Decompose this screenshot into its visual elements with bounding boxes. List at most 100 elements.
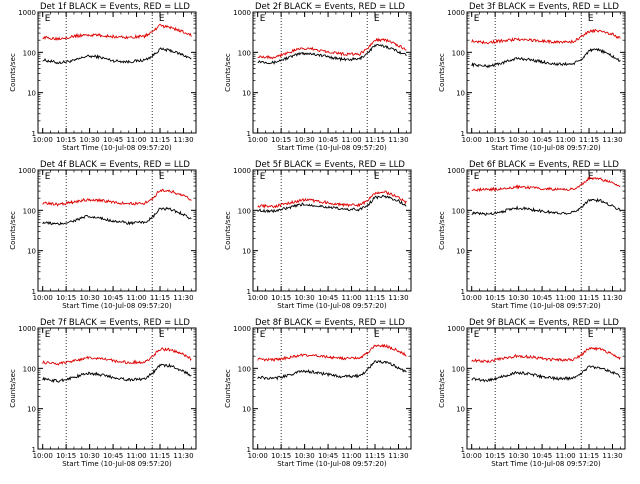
events-series-line xyxy=(42,206,192,226)
panel-3: Det 3f BLACK = Events, RED = LLD 1 10 100 10… xyxy=(438,2,626,152)
y-tick-label: 100 xyxy=(452,49,465,57)
y-tick-label: 1000 xyxy=(18,325,36,333)
x-axis-label: Start Time (10-Jul-08 09:57:20) xyxy=(491,144,601,152)
x-axis-label: Start Time (10-Jul-08 09:57:20) xyxy=(277,460,387,468)
x-tick-label: 11:15 xyxy=(150,294,170,302)
x-tick-label: 11:15 xyxy=(365,294,385,302)
x-tick-label: 11:00 xyxy=(126,136,146,144)
y-tick-label: 1000 xyxy=(447,167,465,175)
panel-title: Det 7f BLACK = Events, RED = LLD xyxy=(40,318,190,328)
y-axis-label: Counts/sec xyxy=(438,369,446,408)
x-tick-label: 11:15 xyxy=(579,294,599,302)
x-tick-label: 11:30 xyxy=(173,136,193,144)
y-tick-label: 1000 xyxy=(18,9,36,17)
panel-6: Det 6f BLACK = Events, RED = LLD 1 10 100 10… xyxy=(438,160,626,310)
y-tick-label: 100 xyxy=(23,49,36,57)
x-tick-label: 10:00 xyxy=(462,136,482,144)
x-tick-label: 10:15 xyxy=(271,136,291,144)
y-tick-label: 100 xyxy=(238,365,251,373)
y-axis-label: Counts/sec xyxy=(9,53,17,92)
events-series-line xyxy=(471,365,621,383)
x-tick-label: 10:15 xyxy=(56,294,76,302)
events-series-line xyxy=(257,43,407,65)
y-tick-label: 10 xyxy=(456,248,465,256)
y-tick-label: 1 xyxy=(32,288,36,296)
x-axis-label: Start Time (10-Jul-08 09:57:20) xyxy=(62,302,172,310)
event-marker: E xyxy=(374,172,380,182)
x-tick-label: 11:00 xyxy=(126,452,146,460)
lld-series-line xyxy=(471,176,621,192)
y-tick-label: 1000 xyxy=(18,167,36,175)
lld-series-line xyxy=(257,343,407,363)
events-series-line xyxy=(471,197,621,216)
x-tick-label: 10:15 xyxy=(271,294,291,302)
x-axis-label: Start Time (10-Jul-08 09:57:20) xyxy=(491,302,601,310)
event-marker: E xyxy=(474,172,480,182)
y-axis-label: Counts/sec xyxy=(224,53,232,92)
y-tick-label: 1 xyxy=(247,288,251,296)
event-marker: E xyxy=(374,14,380,24)
events-series-line xyxy=(471,47,621,69)
x-axis-label: Start Time (10-Jul-08 09:57:20) xyxy=(277,302,387,310)
panel-title: Det 1f BLACK = Events, RED = LLD xyxy=(40,2,190,12)
x-axis-label: Start Time (10-Jul-08 09:57:20) xyxy=(62,460,172,468)
x-tick-label: 11:30 xyxy=(602,136,622,144)
x-tick-label: 10:00 xyxy=(248,294,268,302)
x-tick-label: 11:15 xyxy=(579,452,599,460)
event-marker: E xyxy=(588,172,594,182)
x-axis-label: Start Time (10-Jul-08 09:57:20) xyxy=(491,460,601,468)
event-marker: E xyxy=(260,14,266,24)
panel-2: Det 2f BLACK = Events, RED = LLD 1 10 100 10… xyxy=(224,2,412,152)
y-tick-label: 1000 xyxy=(447,325,465,333)
lld-series-line xyxy=(257,37,407,60)
lld-series-line xyxy=(42,23,192,41)
panel-1: Det 1f BLACK = Events, RED = LLD 1 10 100 10… xyxy=(9,2,197,152)
y-tick-label: 100 xyxy=(23,207,36,215)
event-marker: E xyxy=(474,14,480,24)
event-marker: E xyxy=(159,14,165,24)
x-tick-label: 10:00 xyxy=(462,452,482,460)
x-tick-label: 10:15 xyxy=(56,452,76,460)
y-tick-label: 10 xyxy=(27,406,36,414)
y-axis-label: Counts/sec xyxy=(224,369,232,408)
x-tick-label: 11:00 xyxy=(555,136,575,144)
x-tick-label: 11:00 xyxy=(126,294,146,302)
y-tick-label: 100 xyxy=(23,365,36,373)
panel-9: Det 9f BLACK = Events, RED = LLD 1 10 100 10… xyxy=(438,318,626,468)
x-tick-label: 11:15 xyxy=(150,452,170,460)
x-tick-label: 10:45 xyxy=(318,294,338,302)
event-marker: E xyxy=(45,172,51,182)
plot-frame xyxy=(466,11,626,134)
y-tick-label: 10 xyxy=(242,248,251,256)
y-tick-label: 100 xyxy=(238,49,251,57)
y-tick-label: 10 xyxy=(456,90,465,98)
panel-title: Det 6f BLACK = Events, RED = LLD xyxy=(469,160,619,170)
y-tick-label: 1 xyxy=(461,446,465,454)
x-tick-label: 11:30 xyxy=(602,294,622,302)
x-tick-label: 11:30 xyxy=(173,452,193,460)
y-axis-label: Counts/sec xyxy=(9,211,17,250)
events-series-line xyxy=(257,359,407,381)
x-tick-label: 10:15 xyxy=(485,452,505,460)
plot-frame xyxy=(37,169,197,292)
x-tick-label: 11:15 xyxy=(365,136,385,144)
x-tick-label: 10:15 xyxy=(485,294,505,302)
y-tick-label: 1 xyxy=(461,288,465,296)
x-tick-label: 10:00 xyxy=(462,294,482,302)
plot-frame xyxy=(252,327,412,450)
x-tick-label: 10:00 xyxy=(33,136,53,144)
y-axis-label: Counts/sec xyxy=(9,369,17,408)
x-tick-label: 10:30 xyxy=(80,294,100,302)
x-tick-label: 10:45 xyxy=(532,136,552,144)
event-marker: E xyxy=(45,330,51,340)
x-tick-label: 11:00 xyxy=(341,452,361,460)
y-tick-label: 1 xyxy=(247,446,251,454)
x-tick-label: 10:45 xyxy=(103,294,123,302)
events-series-line xyxy=(42,47,192,65)
x-tick-label: 11:00 xyxy=(555,294,575,302)
lld-series-line xyxy=(471,346,621,364)
x-tick-label: 10:00 xyxy=(33,452,53,460)
x-tick-label: 11:30 xyxy=(388,136,408,144)
